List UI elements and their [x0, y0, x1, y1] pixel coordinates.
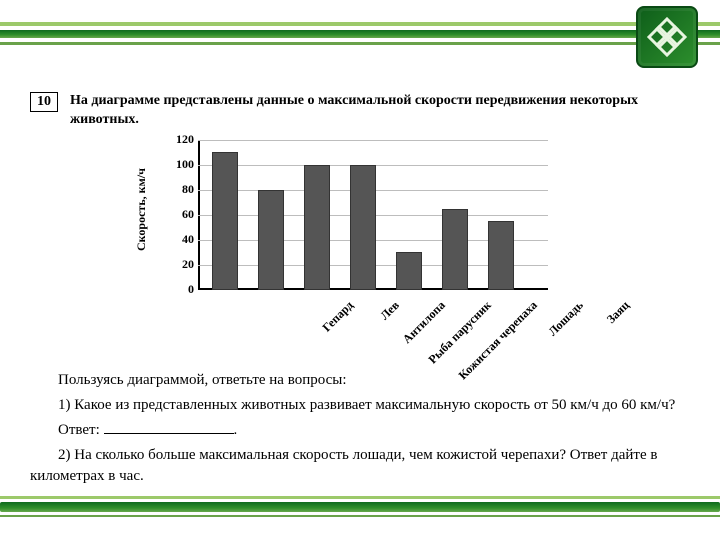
decor-line: [0, 496, 720, 499]
y-tick: 100: [168, 157, 194, 172]
decor-line: [0, 30, 720, 38]
bar: [258, 190, 284, 290]
slide: 10 На диаграмме представлены данные о ма…: [0, 0, 720, 540]
bar: [304, 165, 330, 290]
bar: [396, 252, 422, 290]
y-tick: 40: [168, 232, 194, 247]
y-tick: 20: [168, 257, 194, 272]
y-axis-label: Скорость, км/ч: [134, 168, 149, 251]
bar: [212, 152, 238, 290]
answer-label: Ответ:: [58, 422, 100, 438]
question-1: 1) Какое из представленных животных разв…: [30, 395, 690, 416]
prompt-text: Пользуясь диаграммой, ответьте на вопрос…: [30, 370, 690, 391]
question-heading: На диаграмме представлены данные о макси…: [70, 92, 690, 130]
corner-emblem: [636, 6, 698, 68]
decor-line: [0, 515, 720, 517]
bar: [442, 209, 468, 290]
gridline: [198, 140, 548, 141]
bar: [350, 165, 376, 290]
decor-line: [0, 502, 720, 512]
bar-chart: Скорость, км/ч 020406080100120 ГепардЛев…: [140, 136, 580, 366]
y-tick: 120: [168, 132, 194, 147]
bar: [488, 221, 514, 290]
decor-line: [0, 22, 720, 26]
y-tick: 0: [168, 282, 194, 297]
top-border-decor: [0, 22, 720, 46]
answer-suffix: .: [234, 422, 238, 438]
content-area: 10 На диаграмме представлены данные о ма…: [30, 92, 690, 487]
decor-line: [0, 42, 720, 45]
y-tick: 60: [168, 207, 194, 222]
knot-icon: [647, 17, 687, 57]
plot-area: [198, 140, 548, 290]
answer-blank: [104, 433, 234, 434]
answer-line-row: Ответ: .: [30, 420, 690, 441]
question-header: 10 На диаграмме представлены данные о ма…: [30, 92, 690, 130]
question-number-box: 10: [30, 92, 58, 112]
question-2: 2) На сколько больше максимальная скорос…: [30, 445, 690, 487]
bottom-border-decor: [0, 496, 720, 518]
y-tick: 80: [168, 182, 194, 197]
